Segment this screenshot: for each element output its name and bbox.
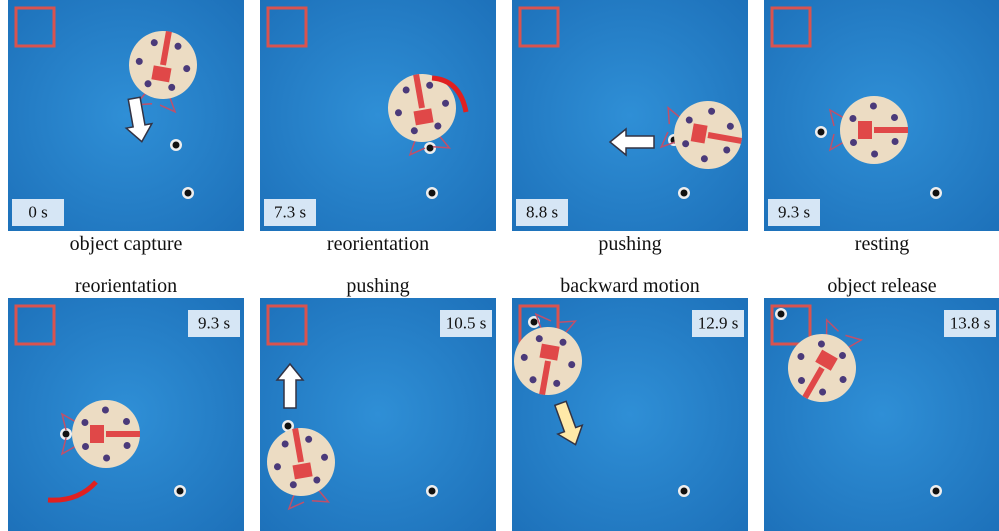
robot-block xyxy=(858,121,872,139)
photo xyxy=(260,0,496,231)
time-label: 8.8 s xyxy=(526,202,558,221)
time-label: 10.5 s xyxy=(446,313,487,332)
caption: pushing xyxy=(346,275,409,297)
robot-dot xyxy=(103,454,110,461)
time-label: 12.9 s xyxy=(698,313,739,332)
robot-arm xyxy=(106,431,140,437)
robot-arm xyxy=(874,127,908,133)
caption: object release xyxy=(827,275,936,297)
time-label: 9.3 s xyxy=(198,313,230,332)
robot-dot xyxy=(870,103,877,110)
object-core xyxy=(427,145,434,152)
robot-dot xyxy=(849,115,856,122)
robot-block xyxy=(90,425,104,443)
time-label: 13.8 s xyxy=(950,313,991,332)
caption: pushing xyxy=(598,233,661,255)
panel: 7.3 s xyxy=(260,0,496,231)
object-core xyxy=(285,423,292,430)
figure: 0 s object capture 7.3 s reorientation 8.8 s… xyxy=(0,0,999,531)
robot-dot xyxy=(891,114,898,121)
caption: resting xyxy=(855,233,909,255)
panel: 9.3 s xyxy=(8,298,244,531)
object-core xyxy=(63,431,70,438)
object-core xyxy=(818,129,825,136)
panel: 13.8 s xyxy=(764,298,999,531)
caption: reorientation xyxy=(75,275,177,297)
robot-dot xyxy=(82,443,89,450)
panel: 10.5 s xyxy=(260,298,496,531)
panel: 0 s xyxy=(8,0,244,231)
robot-dot xyxy=(81,419,88,426)
time-label: 7.3 s xyxy=(274,202,306,221)
caption: reorientation xyxy=(327,233,429,255)
caption: object capture xyxy=(70,233,183,255)
object-core xyxy=(177,488,184,495)
panel: 12.9 s xyxy=(509,298,748,531)
robot-dot xyxy=(850,139,857,146)
object-core xyxy=(173,142,180,149)
object-core xyxy=(185,190,192,197)
object-core xyxy=(778,311,785,318)
caption: backward motion xyxy=(560,275,699,297)
robot-dot xyxy=(123,418,130,425)
panel: 9.3 s xyxy=(764,0,999,231)
object-core xyxy=(933,190,940,197)
robot-dot xyxy=(871,150,878,157)
object-core xyxy=(681,488,688,495)
robot-dot xyxy=(124,442,131,449)
robot-dot xyxy=(102,407,109,414)
time-label: 0 s xyxy=(28,202,47,221)
object-core xyxy=(933,488,940,495)
panel: 8.8 s xyxy=(512,0,748,231)
photo xyxy=(8,0,244,231)
object-core xyxy=(429,190,436,197)
robot-dot xyxy=(892,138,899,145)
time-label: 9.3 s xyxy=(778,202,810,221)
object-core xyxy=(429,488,436,495)
object-core xyxy=(681,190,688,197)
object-core xyxy=(531,319,538,326)
